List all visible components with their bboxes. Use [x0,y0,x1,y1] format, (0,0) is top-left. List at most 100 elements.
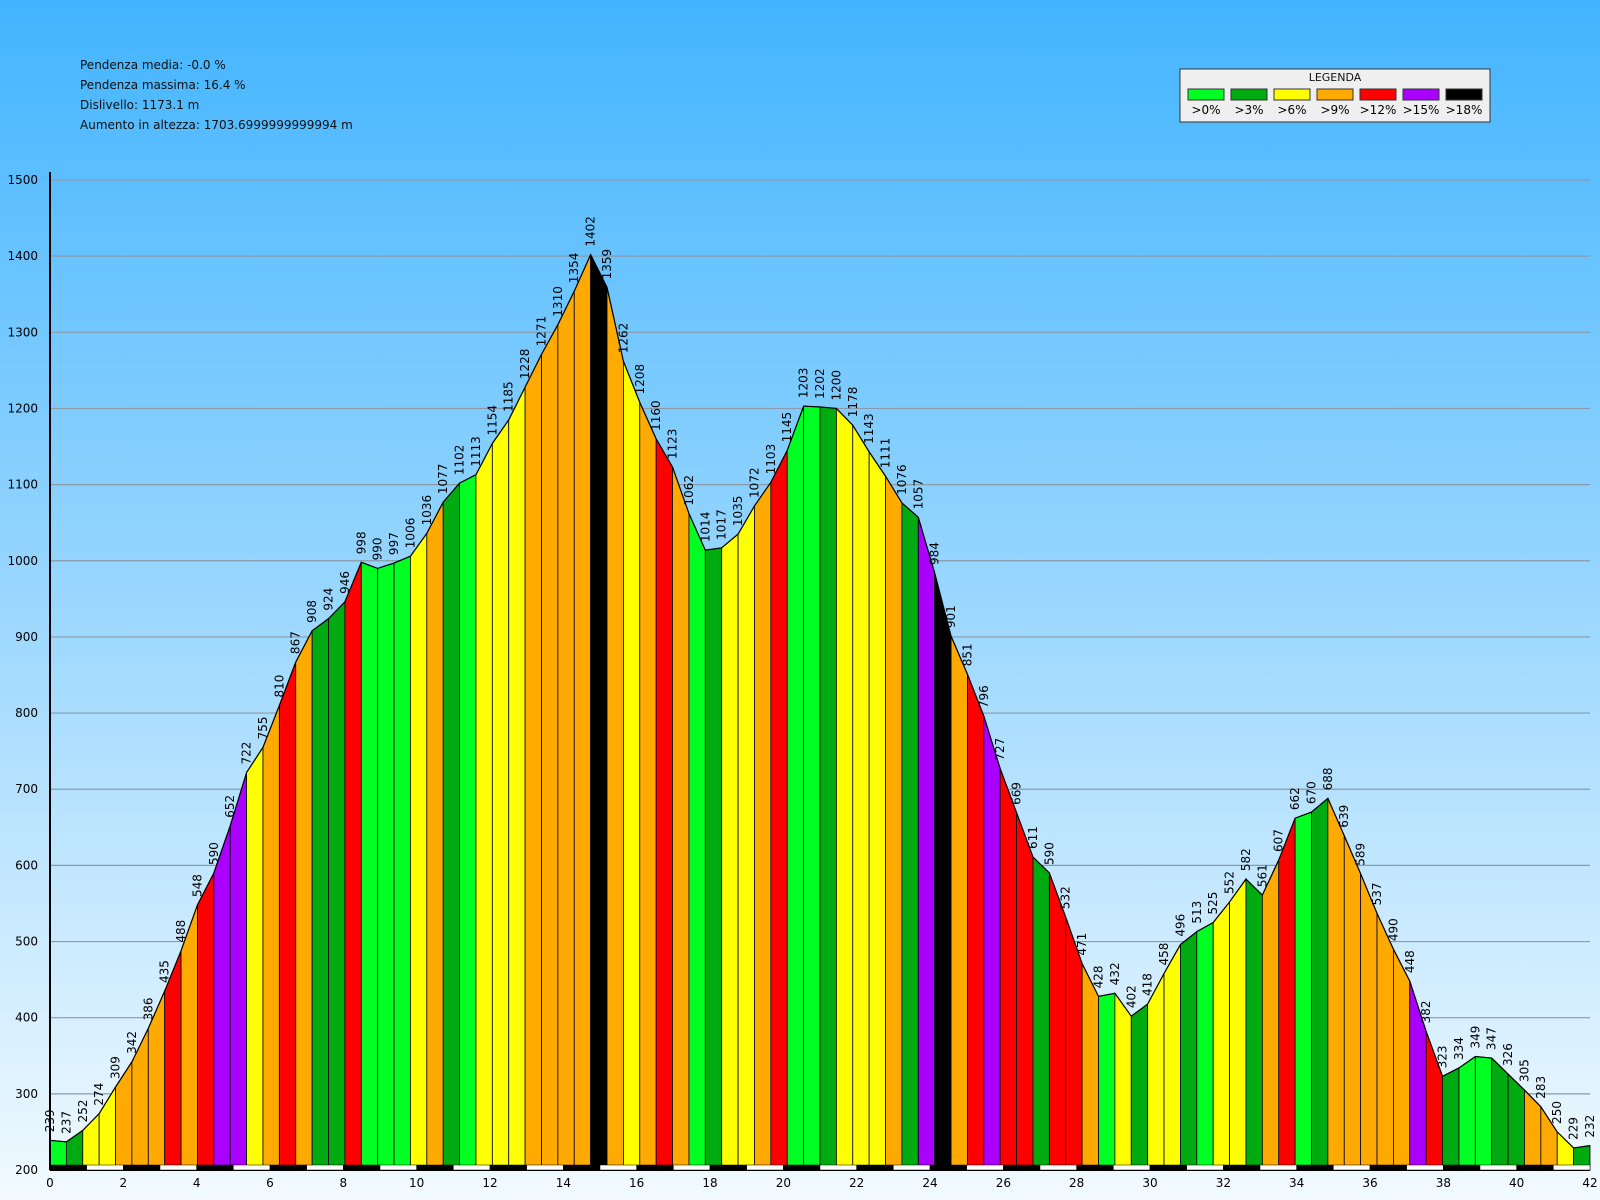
stat-max-grade: Pendenza massima: 16.4 % [80,78,246,92]
elevation-label: 589 [1354,843,1368,866]
elevation-segment [1458,1055,1476,1171]
km-bar-segment [819,1164,857,1171]
elevation-label: 607 [1272,829,1286,852]
km-bar-segment [599,1164,637,1171]
elevation-segment [934,572,952,1171]
elevation-label: 1072 [747,467,761,498]
y-tick-label: 600 [15,858,38,872]
legend-swatch [1359,88,1397,101]
elevation-segment [311,617,329,1171]
elevation-label: 1145 [780,412,794,443]
elevation-segment [557,291,575,1171]
elevation-segment [885,474,903,1171]
legend-swatch [1230,88,1268,101]
elevation-segment [377,562,395,1171]
elevation-label: 1185 [502,381,516,412]
km-bar-segment [1333,1164,1371,1171]
km-bar-segment [1039,1164,1077,1171]
legend-items: >0% >3% >6% >9% >12% >15% >18% [1187,88,1483,117]
elevation-label: 309 [109,1056,123,1079]
elevation-segment [1098,992,1116,1171]
km-bar-segment [159,1164,197,1171]
elevation-label: 997 [387,532,401,555]
elevation-label: 1035 [731,496,745,527]
elevation-label: 525 [1206,892,1220,915]
elevation-segment [606,287,624,1171]
elevation-segment [1311,797,1329,1171]
elevation-segment [426,501,444,1171]
elevation-label: 1076 [895,464,909,495]
elevation-label: 537 [1370,882,1384,905]
elevation-label: 1271 [534,316,548,347]
elevation-label: 1062 [682,475,696,506]
y-tick-label: 900 [15,630,38,644]
elevation-segment [246,746,264,1171]
elevation-label: 386 [141,997,155,1020]
km-bar-segment [343,1164,381,1171]
y-tick-label: 400 [15,1011,38,1025]
x-tick-label: 2 [120,1176,128,1190]
elevation-label: 669 [1010,782,1024,805]
elevation-segment [1032,856,1050,1171]
elevation-label: 283 [1534,1076,1548,1099]
km-bar-segment [123,1164,161,1171]
elevation-label: 428 [1092,965,1106,988]
elevation-segment [393,555,411,1171]
km-bar-segment [893,1164,931,1171]
elevation-label: 662 [1288,787,1302,810]
y-tick-label: 1000 [7,554,38,568]
x-tick-label: 14 [556,1176,571,1190]
elevation-segment [573,254,592,1171]
legend-swatch [1316,88,1354,101]
elevation-segment [1294,811,1312,1171]
elevation-segment [1278,818,1296,1171]
elevation-segment [344,562,362,1171]
elevation-label: 1262 [616,323,630,354]
elevation-segment [1212,900,1230,1171]
elevation-label: 323 [1436,1045,1450,1068]
elevation-segment [1393,948,1411,1171]
elevation-segment [655,437,673,1171]
elevation-segment [704,547,723,1171]
elevation-label: 458 [1157,943,1171,966]
km-bar-segment [489,1164,527,1171]
elevation-segment [1196,921,1214,1171]
elevation-label: 561 [1255,864,1269,887]
elevation-label: 639 [1337,805,1351,828]
elevation-segment [786,406,805,1171]
elevation-label: 471 [1075,933,1089,956]
elevation-segment [508,386,526,1171]
elevation-segment [1474,1056,1493,1171]
elevation-segment [623,361,641,1171]
x-tick-label: 32 [1216,1176,1231,1190]
elevation-label: 1160 [649,400,663,431]
km-bar-segment [1186,1164,1224,1171]
elevation-segment [672,466,690,1171]
km-bar-segment [783,1164,821,1171]
elevation-label: 1113 [469,436,483,467]
elevation-label: 402 [1124,985,1138,1008]
km-bar-segment [1296,1164,1334,1171]
elevation-label: 670 [1304,781,1318,804]
km-bar-segment [746,1164,784,1171]
elevation-label: 990 [371,537,385,560]
legend-label: >15% [1403,103,1440,117]
x-tick-label: 8 [340,1176,348,1190]
elevation-segment [950,636,968,1171]
stats-block: Pendenza media: -0.0 % Pendenza massima:… [80,58,353,132]
km-bar-segment [86,1164,124,1171]
elevation-label: 342 [125,1031,139,1054]
elevation-label: 232 [1583,1115,1597,1138]
y-tick-labels: 200 300 400 500 600 700 800 900 1000 1100 1200 1300… [7,173,38,1177]
y-tick-label: 1400 [7,249,38,263]
elevation-label: 1077 [436,464,450,495]
x-tick-label: 38 [1436,1176,1451,1190]
elevation-label: 1143 [862,413,876,444]
elevation-label: 488 [174,920,188,943]
elevation-segment [459,474,477,1171]
legend-swatch [1445,88,1483,101]
x-tick-label: 24 [922,1176,937,1190]
stat-average-grade: Pendenza media: -0.0 % [80,58,226,72]
